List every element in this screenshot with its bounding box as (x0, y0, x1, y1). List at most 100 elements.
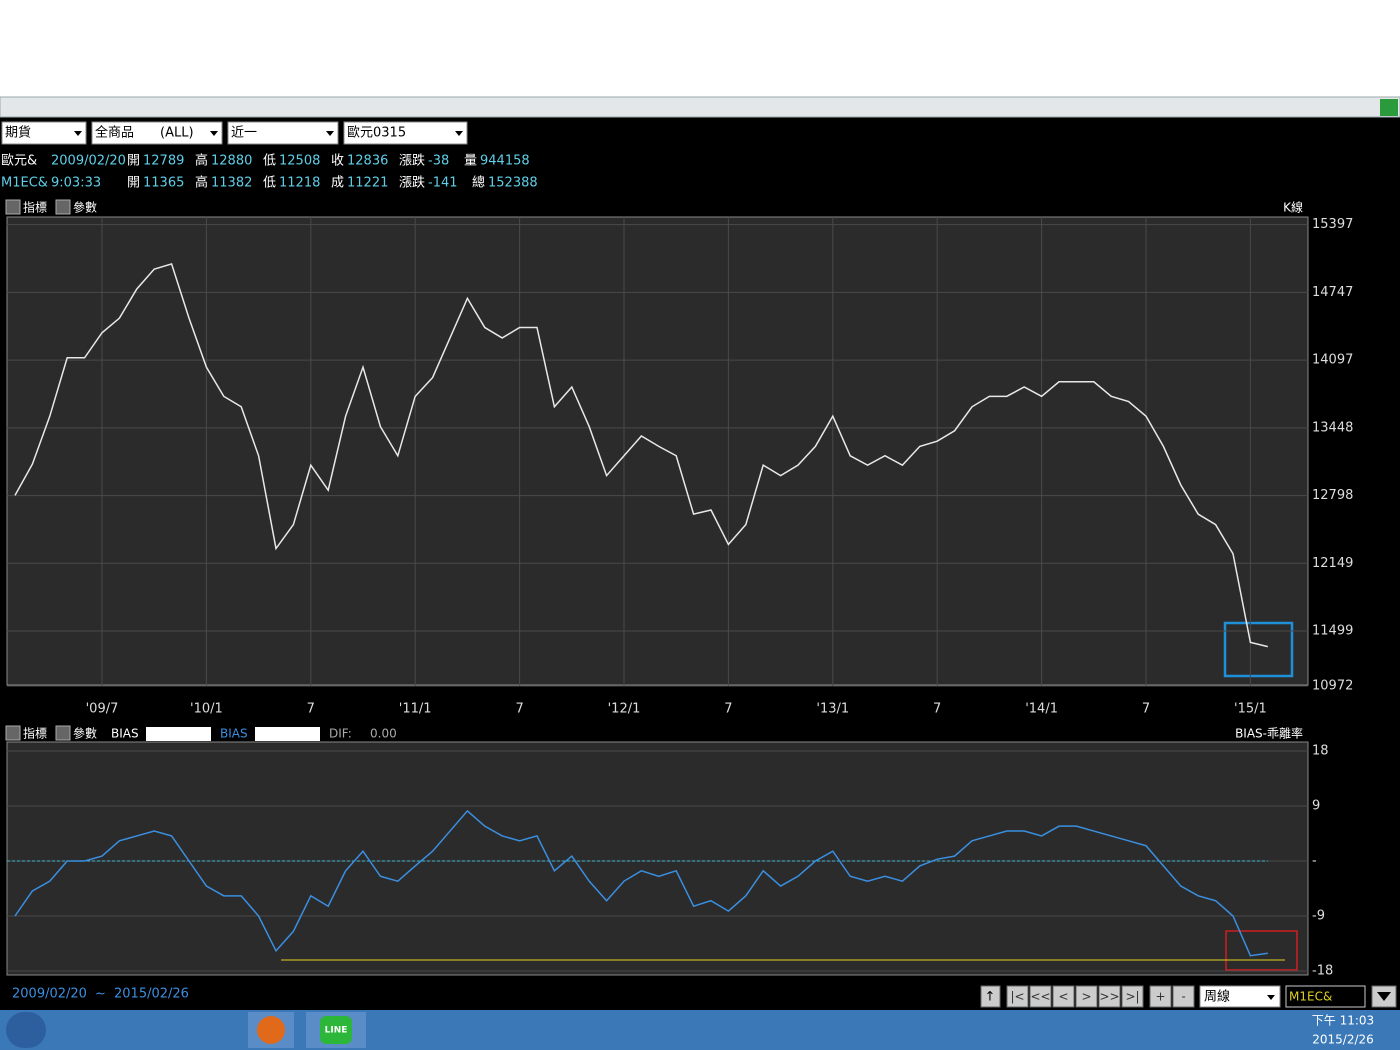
line-icon (320, 1016, 352, 1044)
dropdown[interactable] (227, 121, 339, 145)
symbol-input[interactable] (1285, 985, 1366, 1008)
start-button[interactable] (6, 1012, 46, 1048)
x-tick-label: 7 (307, 702, 315, 717)
x-tick-label: '15/1 (1234, 702, 1267, 717)
nav-button[interactable] (980, 985, 1001, 1008)
y-tick-label: 12149 (1312, 556, 1353, 571)
dropdown-arrow (455, 131, 463, 136)
quote-label: 低 (263, 176, 276, 191)
nav-button-text: + (1155, 990, 1165, 1004)
dropdown-text: 近一 (231, 126, 257, 141)
panel-button[interactable] (5, 725, 21, 741)
taskbar (0, 1010, 1400, 1050)
y-tick-label: 14747 (1312, 285, 1353, 300)
dropdown-text: 歐元0315 (347, 126, 406, 141)
dropdown-text: 全商品 (ALL) (95, 125, 194, 141)
panel-button[interactable] (55, 725, 71, 741)
quote-value: 11221 (347, 176, 388, 191)
period-select[interactable] (1199, 985, 1281, 1008)
nav-button-text: > (1081, 990, 1091, 1004)
range-sep: ~ (95, 987, 106, 1002)
x-tick-label: '10/1 (190, 702, 223, 717)
symbol-text: M1EC& (1289, 990, 1332, 1004)
x-tick-label: '12/1 (608, 702, 641, 717)
quote-value: 11365 (143, 176, 184, 191)
quote-value: 12508 (279, 154, 320, 169)
y-tick-label: 11499 (1312, 624, 1353, 639)
title-bar (0, 96, 1400, 118)
nav-button-text: >> (1099, 990, 1119, 1004)
indicator-input[interactable] (255, 727, 320, 741)
app-icon (1380, 99, 1398, 116)
nav-button-text: >| (1125, 990, 1139, 1004)
y-tick-label: 18 (1312, 744, 1329, 759)
nav-button[interactable] (1075, 985, 1098, 1008)
dropdown[interactable] (91, 121, 223, 145)
quote-label: 開 (127, 154, 140, 169)
y-tick-label: -9 (1312, 909, 1325, 924)
x-tick-label: 7 (515, 702, 523, 717)
quote-label: 高 (195, 153, 208, 169)
quote-value: 11218 (279, 176, 320, 191)
quote-value: 11382 (211, 176, 252, 191)
quote-time: 9:03:33 (51, 176, 101, 191)
y-tick-label: 15397 (1312, 217, 1353, 232)
panel-button[interactable] (5, 199, 21, 215)
quote-name: 歐元& (1, 154, 37, 169)
browser-icon (257, 1016, 285, 1044)
app-label: LINE (325, 1026, 348, 1036)
quote-label: 漲跌 (399, 175, 425, 191)
panel-button-text: 參數 (73, 726, 97, 741)
nav-button[interactable] (1052, 985, 1075, 1008)
quote-label: 低 (263, 154, 276, 169)
range-end: 2015/02/26 (114, 987, 189, 1002)
quote-value: 12880 (211, 154, 252, 169)
indicator-input[interactable] (146, 727, 211, 741)
nav-button[interactable] (1121, 985, 1144, 1008)
quote-label: 開 (127, 176, 140, 191)
menu-arrow (1377, 992, 1391, 1001)
quote-label: 成 (331, 176, 344, 191)
quote-label: 收 (331, 154, 344, 169)
nav-button-text: - (1181, 990, 1185, 1004)
panel-button-text: 指標 (23, 200, 47, 215)
y-tick-label: 12798 (1312, 488, 1353, 503)
nav-button-text: < (1058, 990, 1068, 1004)
panel-button[interactable] (55, 199, 71, 215)
y-tick-label: 13448 (1312, 420, 1353, 435)
panel-caption: BIAS-乖離率 (1235, 726, 1303, 741)
dropdown-text: 期貨 (5, 125, 31, 141)
nav-arrow: ↑ (985, 990, 996, 1005)
quote-label: 高 (195, 175, 208, 191)
x-tick-label: 7 (1142, 702, 1150, 717)
quote-name: M1EC& (1, 176, 48, 191)
clock-time: 下午 11:03 (1312, 1014, 1374, 1028)
dropdown[interactable] (343, 121, 468, 145)
x-tick-label: 7 (933, 702, 941, 717)
panel-button-text: 參數 (73, 200, 97, 215)
x-tick-label: '13/1 (816, 702, 849, 717)
dropdown[interactable] (1, 121, 87, 145)
dropdown-arrow (210, 131, 218, 136)
y-tick-label: 10972 (1312, 679, 1353, 694)
nav-button[interactable] (1029, 985, 1052, 1008)
nav-button-text: |< (1010, 990, 1024, 1004)
y-tick-label: - (1312, 854, 1317, 869)
x-tick-label: '11/1 (399, 702, 432, 717)
y-tick-label: 14097 (1312, 353, 1353, 368)
dropdown-arrow (74, 131, 82, 136)
nav-button[interactable] (1006, 985, 1029, 1008)
quote-value: -141 (428, 176, 458, 191)
nav-button[interactable] (1098, 985, 1121, 1008)
highlight-box (1225, 930, 1298, 971)
quote-label: 漲跌 (399, 153, 425, 169)
clock-date: 2015/2/26 (1312, 1033, 1374, 1047)
nav-button[interactable] (1149, 985, 1172, 1008)
quote-value: 12789 (143, 154, 184, 169)
highlight-box (1223, 621, 1294, 678)
y-tick-label: 9 (1312, 799, 1320, 814)
nav-button[interactable] (1172, 985, 1195, 1008)
dropdown-arrow (1267, 995, 1275, 1000)
